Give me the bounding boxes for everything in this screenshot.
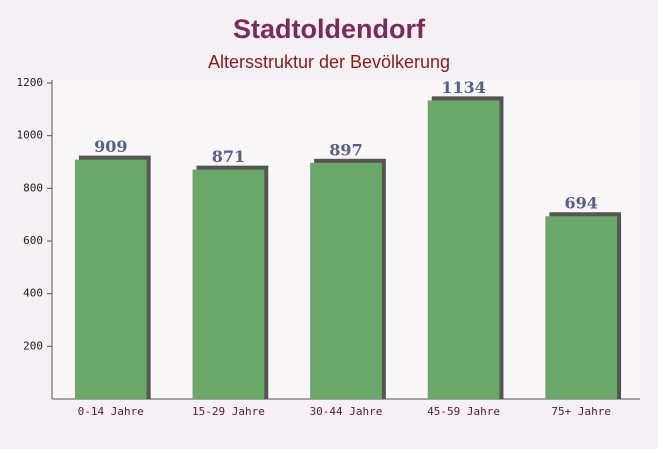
y-tick-label: 600 bbox=[23, 234, 43, 247]
bar bbox=[310, 162, 382, 399]
x-tick-label: 0-14 Jahre bbox=[78, 405, 144, 418]
value-label: 1134 bbox=[441, 78, 486, 97]
value-label: 909 bbox=[94, 137, 127, 156]
y-tick-label: 800 bbox=[23, 181, 43, 194]
x-tick-label: 45-59 Jahre bbox=[427, 405, 500, 418]
y-tick-label: 200 bbox=[23, 339, 43, 352]
chart-title: Stadtoldendorf bbox=[233, 14, 426, 44]
y-tick-label: 1000 bbox=[17, 129, 44, 142]
x-tick-label: 15-29 Jahre bbox=[192, 405, 265, 418]
y-tick-label: 400 bbox=[23, 287, 43, 300]
chart-subtitle: Altersstruktur der Bevölkerung bbox=[208, 52, 450, 72]
value-label: 897 bbox=[329, 140, 362, 159]
bar bbox=[74, 159, 147, 399]
value-label: 694 bbox=[564, 194, 597, 213]
y-tick-label: 1200 bbox=[17, 76, 44, 89]
x-tick-label: 75+ Jahre bbox=[551, 405, 611, 418]
x-tick-label: 30-44 Jahre bbox=[310, 405, 383, 418]
bar bbox=[192, 169, 265, 399]
value-label: 871 bbox=[212, 147, 245, 166]
bar bbox=[427, 100, 500, 399]
bar bbox=[545, 216, 618, 399]
